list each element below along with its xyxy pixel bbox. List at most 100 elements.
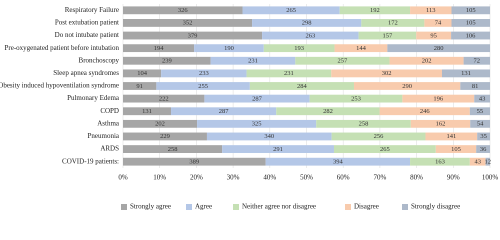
y-tick-label: Pre-oxygenated patient before intubation [5, 44, 120, 52]
bar-segment [123, 94, 205, 103]
data-label: 290 [402, 83, 412, 90]
data-label: 326 [178, 7, 189, 14]
legend-swatch [186, 204, 192, 210]
data-label: 36 [480, 146, 487, 153]
bar-segment [469, 107, 490, 116]
y-tick-label: Obesity induced hypoventilation syndrome [0, 82, 119, 90]
y-tick-label: Do not intubate patient [55, 31, 119, 39]
data-label: 105 [466, 20, 476, 27]
x-tick-label: 70% [373, 174, 386, 182]
y-tick-label: Respiratory Failure [65, 6, 119, 14]
data-label: 379 [188, 32, 198, 39]
data-label: 231 [248, 58, 258, 65]
data-label: 255 [198, 83, 208, 90]
data-label: 81 [472, 83, 479, 90]
bar-segment [470, 119, 490, 128]
data-label: 302 [382, 70, 392, 77]
data-label: 202 [155, 121, 165, 128]
data-label: 162 [436, 121, 446, 128]
data-label: 265 [380, 146, 390, 153]
bar-segment [123, 82, 157, 90]
y-tick-label: COVID-19 patients: [62, 157, 119, 165]
bar-segment [123, 132, 207, 141]
data-label: 172 [388, 20, 398, 27]
data-label: 141 [446, 133, 456, 140]
y-tick-label: COPD [100, 107, 119, 115]
data-label: 239 [162, 58, 172, 65]
data-label: 340 [264, 133, 274, 140]
bar-segment [379, 107, 470, 116]
data-label: 12 [485, 158, 492, 165]
bar-segment [197, 119, 317, 128]
bar-segment [295, 56, 390, 65]
bar-segment [171, 107, 277, 116]
data-label: 113 [426, 7, 436, 14]
x-tick-label: 80% [410, 174, 423, 182]
bar-segment [262, 31, 359, 40]
bar-segment [161, 69, 247, 78]
bar-segment [123, 69, 162, 78]
data-label: 55 [477, 108, 484, 115]
legend-label: Disagree [354, 203, 379, 211]
data-label: 253 [351, 95, 361, 102]
data-label: 256 [374, 133, 385, 140]
bar-segment [123, 56, 211, 65]
data-label: 54 [477, 121, 484, 128]
legend-swatch [345, 204, 351, 210]
y-tick-label: Post extubation patient [55, 19, 119, 27]
bar-segment [474, 94, 490, 103]
legend-label: Strongly agree [130, 203, 171, 211]
data-label: 190 [224, 45, 234, 52]
y-tick-label: Bronchoscopy [79, 56, 120, 64]
y-tick-label: Asthma [97, 119, 120, 127]
data-label: 43 [474, 158, 481, 165]
bar-segment [242, 6, 340, 15]
bar-segment [123, 6, 243, 15]
bar-segment [424, 19, 452, 27]
bar-segment [410, 157, 470, 166]
data-label: 131 [461, 70, 471, 77]
bar-segment [316, 119, 411, 128]
y-tick-label: Sleep apnea syndromes [53, 69, 119, 77]
data-label: 106 [466, 32, 477, 39]
legend-swatch [233, 204, 239, 210]
data-label: 280 [434, 45, 444, 52]
data-label: 231 [284, 70, 294, 77]
bar-segment [206, 132, 332, 141]
data-label: 282 [323, 108, 333, 115]
bar-segment [123, 119, 198, 128]
x-tick-label: 40% [263, 174, 276, 182]
bar-segment [387, 44, 490, 53]
bar-segment [252, 19, 362, 27]
x-tick-label: 0% [118, 174, 128, 182]
data-label: 257 [338, 58, 349, 65]
bar-segment [123, 19, 253, 27]
y-tick-label: ARDS [100, 145, 119, 153]
bar-segment [460, 82, 490, 90]
data-label: 104 [137, 70, 148, 77]
bar-segment [441, 69, 490, 78]
y-tick-label: Pneumonia [88, 132, 120, 140]
bar-segment [222, 145, 334, 153]
bar-segment [123, 44, 195, 53]
x-tick-label: 10% [153, 174, 166, 182]
data-label: 287 [252, 95, 263, 102]
data-label: 233 [199, 70, 209, 77]
x-tick-label: 20% [190, 174, 203, 182]
bar-segment [477, 132, 490, 141]
bar-segment [358, 31, 417, 40]
data-label: 74 [435, 20, 442, 27]
x-tick-label: 60% [337, 174, 350, 182]
bar-segment [331, 132, 426, 141]
legend-label: Agree [195, 203, 212, 211]
bar-segment [416, 31, 452, 40]
data-label: 95 [430, 32, 437, 39]
bar-segment [334, 44, 388, 53]
legend-swatch [402, 204, 408, 210]
data-label: 258 [359, 121, 369, 128]
bar-segment [402, 94, 475, 103]
data-label: 105 [466, 7, 476, 14]
bar-segment [463, 56, 490, 65]
bar-segment [333, 145, 436, 153]
bar-segment [123, 145, 223, 153]
